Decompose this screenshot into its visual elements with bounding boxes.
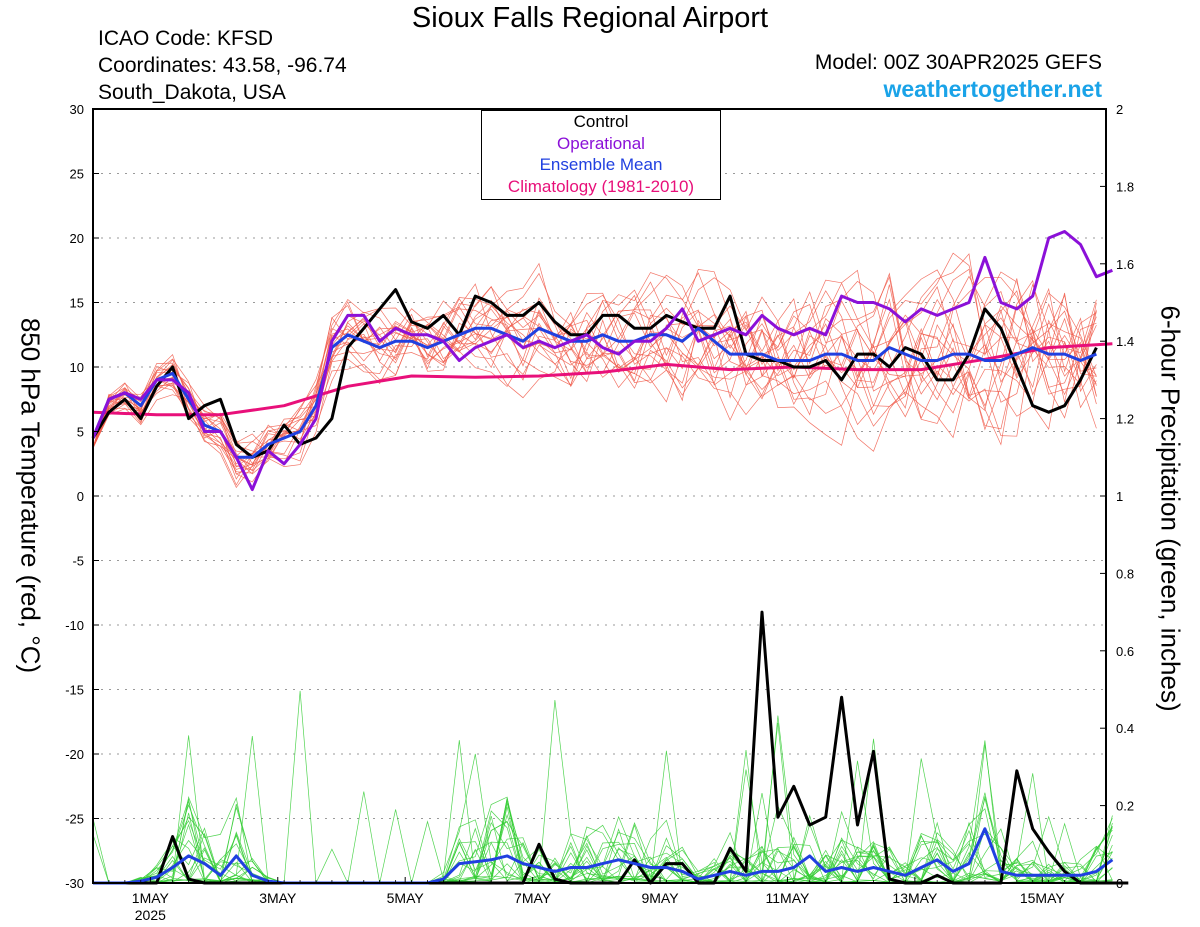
member-precip-line — [93, 797, 1113, 884]
y-tick-label-left: -10 — [65, 618, 84, 633]
x-tick-sublabel: 2025 — [135, 907, 166, 923]
x-tick-label: 7MAY — [514, 890, 552, 906]
x-tick-label: 3MAY — [259, 890, 297, 906]
legend-entry-control: Control — [573, 112, 629, 131]
y-tick-label-left: -30 — [65, 876, 84, 891]
chart-title: Sioux Falls Regional Airport — [411, 2, 769, 34]
x-tick-label: 11MAY — [766, 890, 810, 906]
y-tick-label-right: 2 — [1116, 102, 1123, 117]
member-precip-line — [93, 722, 1113, 884]
y-tick-label-left: 30 — [70, 102, 84, 117]
ensemble-members-temp — [92, 252, 1097, 489]
model-run: Model: 00Z 30APR2025 GEFS — [814, 51, 1102, 74]
series-operational — [91, 230, 1113, 492]
legend-entry-ensemble-mean: Ensemble Mean — [539, 155, 663, 174]
series-climatology-1981-2010- — [92, 342, 1113, 417]
y-tick-label-left: 15 — [70, 296, 84, 311]
series-control — [91, 288, 1098, 459]
y-tick-label-left: 20 — [70, 231, 84, 246]
region: South_Dakota, USA — [98, 81, 286, 104]
member-temp-line — [92, 283, 1097, 472]
plot-frame — [92, 108, 1107, 884]
legend-entry-operational: Operational — [557, 133, 645, 153]
x-tick-label: 15MAY — [1020, 890, 1066, 906]
member-precip-line — [92, 816, 1113, 884]
member-precip-line — [93, 753, 1113, 884]
coordinates: Coordinates: 43.58, -96.74 — [98, 54, 347, 77]
y-tick-label-right: 0.4 — [1116, 721, 1134, 736]
y-tick-label-right: 0.8 — [1116, 566, 1134, 581]
member-temp-line — [92, 275, 1097, 466]
y-tick-label-right: 1.2 — [1116, 412, 1134, 427]
y-tick-label-right: 1 — [1116, 489, 1123, 504]
y-tick-label-left: 0 — [77, 489, 84, 504]
series-ensemble-mean — [91, 326, 1097, 459]
site-name[interactable]: weathertogether.net — [883, 76, 1102, 102]
legend: Control Operational Ensemble Mean Climat… — [481, 110, 721, 200]
y-tick-label-left: 25 — [70, 167, 84, 182]
member-temp-line — [92, 289, 1097, 455]
y-tick-label-right: 0.2 — [1116, 799, 1134, 814]
y-tick-label-left: -15 — [65, 683, 84, 698]
y-tick-label-right: 1.8 — [1116, 179, 1134, 194]
y-tick-label-left: -5 — [72, 554, 84, 569]
legend-entry-climatology: Climatology (1981-2010) — [507, 176, 695, 196]
y-tick-label-left: -25 — [65, 812, 84, 827]
x-tick-label: 13MAY — [892, 890, 938, 906]
member-temp-line — [92, 277, 1097, 486]
y-axis-label-left: 850 hPa Temperature (red, °C) — [15, 317, 46, 674]
member-temp-line — [92, 272, 1097, 462]
x-tick-label: 1MAY — [132, 890, 170, 906]
y-axis-label-right: 6-hour Precipitation (green, inches) — [1155, 305, 1186, 712]
x-tick-label: 5MAY — [387, 890, 425, 906]
y-tick-label-right: 0 — [1116, 876, 1123, 891]
ensemble-members-precip — [92, 690, 1113, 884]
y-tick-label-right: 1.4 — [1116, 334, 1134, 349]
member-precip-line — [93, 735, 1113, 884]
y-tick-label-left: 10 — [70, 360, 84, 375]
series-mean-precip — [93, 827, 1114, 885]
y-tick-label-left: 5 — [77, 425, 84, 440]
member-temp-line — [92, 277, 1097, 449]
y-tick-label-right: 0.6 — [1116, 644, 1134, 659]
x-tick-label: 9MAY — [641, 890, 679, 906]
y-tick-label-left: -20 — [65, 747, 84, 762]
member-temp-line — [92, 275, 1097, 465]
icao-code: ICAO Code: KFSD — [98, 27, 274, 50]
y-tick-label-right: 1.6 — [1116, 257, 1134, 272]
